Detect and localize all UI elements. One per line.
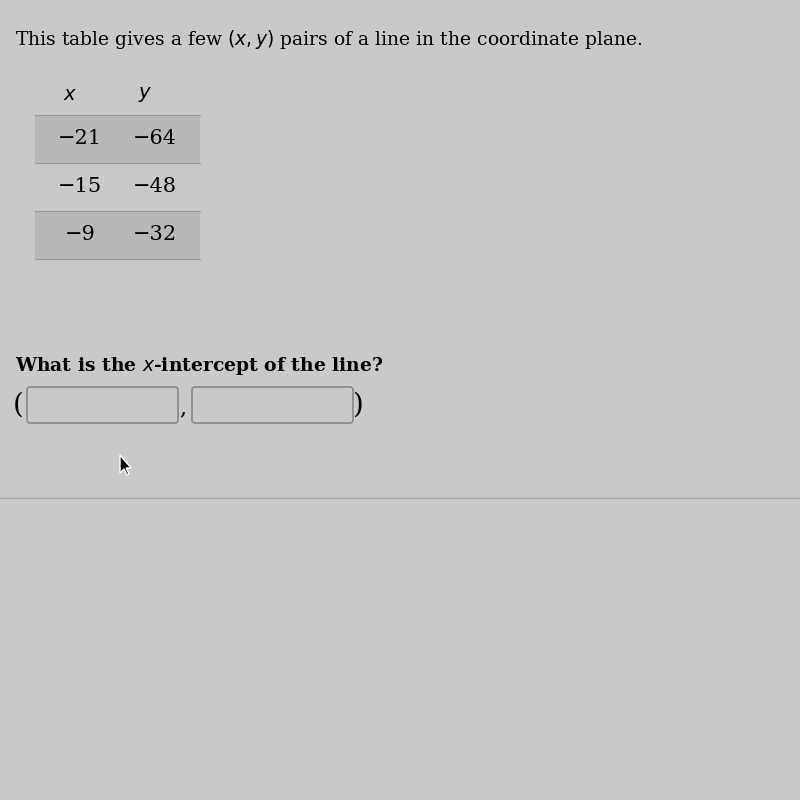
Text: This table gives a few $(x, y)$ pairs of a line in the coordinate plane.: This table gives a few $(x, y)$ pairs of…: [15, 28, 643, 51]
Bar: [35, 115, 200, 163]
Bar: [35, 211, 200, 259]
Text: ,: ,: [179, 397, 186, 419]
Text: −21: −21: [58, 130, 102, 149]
Text: $x$: $x$: [63, 86, 77, 104]
Text: (: (: [13, 391, 23, 418]
Text: −15: −15: [58, 178, 102, 197]
Text: −9: −9: [65, 226, 95, 245]
FancyBboxPatch shape: [192, 387, 353, 423]
Polygon shape: [120, 455, 131, 475]
FancyBboxPatch shape: [27, 387, 178, 423]
Text: −32: −32: [133, 226, 177, 245]
Text: −64: −64: [133, 130, 177, 149]
Text: −48: −48: [133, 178, 177, 197]
Bar: [35, 163, 200, 211]
Text: What is the $x$-intercept of the line?: What is the $x$-intercept of the line?: [15, 355, 384, 377]
Text: ): ): [353, 391, 363, 418]
Text: $y$: $y$: [138, 86, 152, 105]
